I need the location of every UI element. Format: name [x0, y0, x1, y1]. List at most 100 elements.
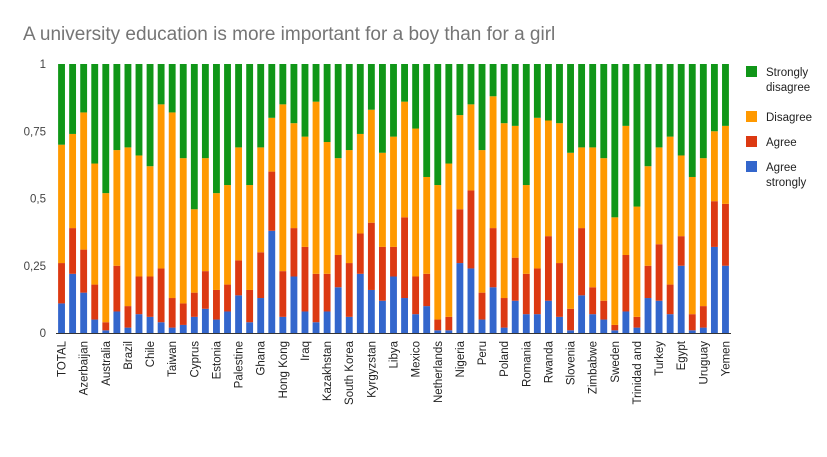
bar-segment-strongly-disagree [600, 64, 608, 159]
bar-segment-strongly-disagree [611, 64, 619, 218]
bar-segment-disagree [367, 109, 375, 223]
bar-segment-strongly-disagree [578, 64, 586, 148]
bar-segment-strongly-disagree [445, 64, 453, 164]
bar-segment-agree-strongly [124, 327, 132, 333]
bar-segment-agree [722, 203, 729, 266]
bar-segment-disagree [655, 147, 663, 245]
x-tick-label: Poland [499, 341, 511, 377]
bar-segment-agree [533, 268, 541, 315]
bar-segment-agree [655, 244, 663, 301]
bar-segment-agree-strongly [379, 300, 386, 333]
bar-segment-agree-strongly [323, 311, 331, 333]
bar-segment-agree [91, 284, 99, 320]
bar-segment-disagree [102, 193, 110, 323]
bar-segment-strongly-disagree [135, 64, 143, 156]
x-tick-label: Estonia [211, 340, 223, 379]
bar-segment-disagree [544, 120, 552, 237]
bar-segment-disagree [69, 133, 77, 229]
bar-segment-agree [390, 246, 397, 277]
bar-segment-agree [69, 228, 77, 274]
y-tick-label: 0,75 [24, 126, 46, 138]
bar-segment-agree-strongly [334, 287, 342, 333]
x-tick-label: Libya [389, 340, 401, 368]
bar-segment-disagree [500, 123, 508, 299]
bar-segment-agree-strongly [644, 298, 652, 333]
bar-segment-strongly-disagree [633, 64, 641, 207]
bar-segment-disagree [445, 163, 453, 317]
bar-segment-disagree [146, 166, 154, 277]
bar-segment-disagree [412, 128, 420, 277]
bar-segment-disagree [91, 163, 99, 285]
bar-segment-agree-strongly [345, 316, 353, 333]
bar-segment-agree [257, 252, 265, 299]
bar-segment-strongly-disagree [246, 64, 254, 186]
bar-segment-disagree [345, 150, 353, 264]
bar-segment-disagree [423, 176, 431, 274]
bar-segment-agree-strongly [456, 263, 464, 333]
x-tick-label: Ghana [256, 340, 268, 375]
x-tick-label: Kyrgyzstan [366, 341, 378, 398]
bar-segment-agree-strongly [146, 316, 154, 333]
bar-segment-agree-strongly [356, 273, 364, 333]
bar-segment-strongly-disagree [688, 64, 696, 177]
bar-segment-agree-strongly [567, 330, 574, 333]
bar-segment-agree [677, 236, 685, 266]
bar-segment-strongly-disagree [666, 64, 674, 137]
bar-segment-agree-strongly [312, 322, 320, 333]
bar-segment-agree-strongly [544, 300, 552, 333]
bar-segment-agree [301, 246, 309, 312]
bar-segment-agree-strongly [113, 311, 121, 333]
bar-segment-disagree [644, 166, 652, 266]
x-tick-label: Australia [101, 340, 113, 385]
bar-segment-disagree [556, 123, 563, 264]
x-tick-label: Rwanda [543, 340, 555, 383]
bar-segment-agree [589, 287, 597, 315]
y-tick-label: 1 [40, 59, 46, 71]
bar-segment-disagree [633, 206, 641, 317]
bar-segment-agree-strongly [467, 268, 475, 333]
bar-segment-strongly-disagree [379, 64, 386, 153]
bar-segment-disagree [710, 131, 718, 202]
bar-segment-disagree [401, 101, 408, 218]
bar-segment-strongly-disagree [367, 64, 375, 110]
bar-segment-agree [113, 265, 121, 312]
bar-segment-disagree [257, 147, 265, 253]
bar-segment-agree [423, 273, 431, 307]
bar-segment-agree-strongly [257, 298, 265, 333]
bar-segment-agree [644, 265, 652, 299]
x-tick-label: Turkey [654, 341, 666, 376]
bar-segment-strongly-disagree [589, 64, 597, 148]
bar-segment-agree-strongly [69, 273, 77, 333]
bar-segment-disagree [235, 147, 243, 261]
bar-segment-agree-strongly [301, 311, 309, 333]
bar-segment-agree-strongly [611, 330, 619, 333]
bar-segment-agree [699, 306, 707, 328]
bar-segment-disagree [179, 158, 187, 304]
bar-segment-disagree [434, 185, 442, 320]
bar-segment-agree [522, 273, 530, 315]
bar-segment-agree [323, 273, 331, 312]
bar-segment-agree-strongly [533, 314, 541, 333]
bar-segment-strongly-disagree [390, 64, 397, 137]
bar-segment-disagree [522, 185, 530, 274]
bar-segment-strongly-disagree [91, 64, 99, 164]
bar-segment-strongly-disagree [522, 64, 530, 186]
legend-label: Agree [766, 137, 797, 149]
y-tick-label: 0,5 [30, 194, 46, 206]
bar-segment-agree [367, 222, 375, 290]
bar-segment-agree-strongly [290, 276, 298, 333]
legend: Strongly disagree Disagree Agree Agree strong… [746, 66, 812, 189]
bar-segment-disagree [578, 147, 586, 229]
bar-segment-agree [268, 171, 276, 231]
x-tick-label: Chile [145, 341, 157, 367]
x-tick-label: Iraq [300, 341, 312, 361]
bar-segment-agree-strongly [423, 306, 431, 333]
bar-segment-agree-strongly [578, 295, 586, 333]
x-tick-label: Kazakhstan [322, 341, 334, 401]
x-tick-label: Slovenia [566, 340, 578, 385]
bar-segment-agree [688, 314, 696, 331]
bar-segment-agree [168, 298, 176, 328]
x-tick-label: Azerbaijan [79, 341, 91, 395]
bar-segment-agree [622, 254, 630, 312]
bar-segment-agree [379, 246, 386, 301]
